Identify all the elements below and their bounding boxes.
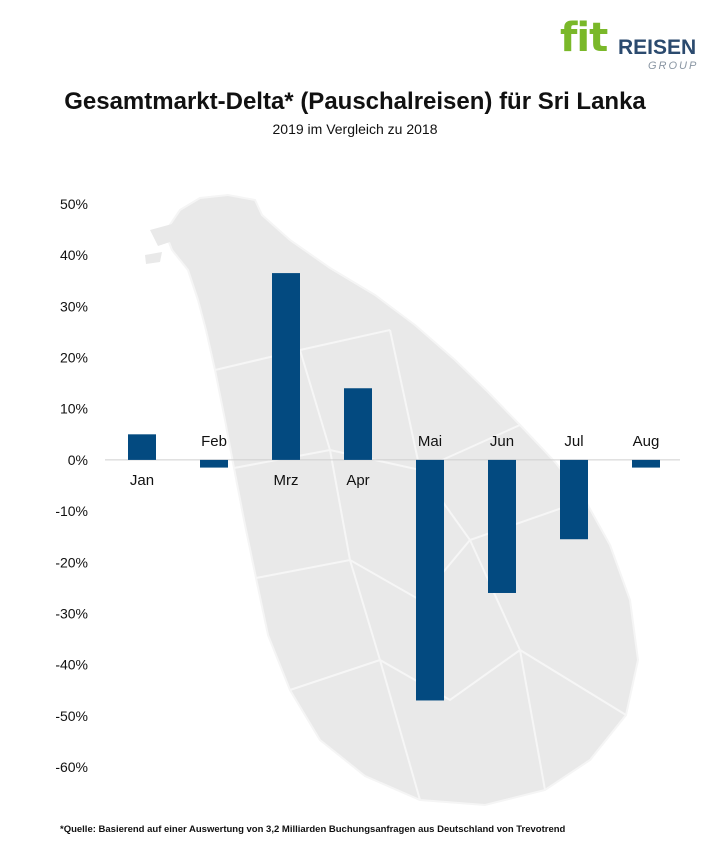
y-tick-label: 40% [60, 247, 88, 263]
category-label: Jan [130, 472, 154, 489]
logo-group-text: GROUP [648, 60, 699, 72]
y-tick-label: 10% [60, 401, 88, 417]
bar-aug [632, 459, 660, 468]
logo-fit-text: fit [560, 15, 608, 61]
bar-mai [416, 459, 444, 701]
chart-subtitle: 2019 im Vergleich zu 2018 [272, 121, 438, 137]
y-axis: 50% 40% 30% 20% 10% 0% -10% -20% -30% -40% -50% -60… [55, 196, 88, 775]
y-tick-label: -60% [55, 759, 88, 775]
category-labels: Jan Feb Mrz Apr Mai Jun Jul Aug [130, 433, 659, 489]
chart-title: Gesamtmarkt-Delta* (Pauschalreisen) für … [64, 88, 646, 115]
bar-jun [488, 459, 516, 593]
category-label: Aug [633, 433, 660, 450]
y-tick-label: 30% [60, 298, 88, 314]
y-tick-label: -20% [55, 554, 88, 570]
category-label: Jul [564, 433, 583, 450]
y-tick-label: -40% [55, 657, 88, 673]
category-label: Apr [346, 472, 369, 489]
logo-reisen-text: REISEN [618, 36, 697, 59]
y-tick-label: -50% [55, 708, 88, 724]
y-tick-label: 0% [68, 452, 88, 468]
y-tick-label: -10% [55, 503, 88, 519]
y-tick-label: 50% [60, 196, 88, 212]
bar-apr [344, 388, 372, 460]
y-tick-label: -30% [55, 605, 88, 621]
category-label: Feb [201, 433, 227, 450]
bars [128, 273, 660, 701]
category-label: Mai [418, 433, 442, 450]
category-label: Mrz [274, 472, 299, 489]
bar-jan [128, 434, 156, 460]
bar-mrz [272, 273, 300, 460]
bar-jul [560, 459, 588, 540]
y-tick-label: 20% [60, 350, 88, 366]
bar-feb [200, 459, 228, 468]
source-footnote: *Quelle: Basierend auf einer Auswertung … [60, 824, 566, 835]
fit-reisen-logo: fit REISEN GROUP [560, 15, 699, 74]
category-label: Jun [490, 433, 514, 450]
